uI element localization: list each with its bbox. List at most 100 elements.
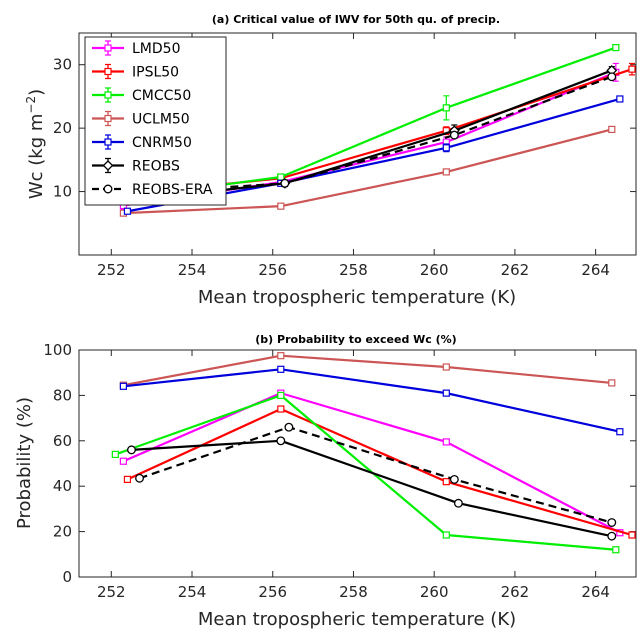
legend-marker-cmcc50 <box>104 91 112 99</box>
lmd50-point <box>119 457 127 465</box>
cnrm50-line <box>123 368 621 433</box>
uclm50-point <box>442 168 450 176</box>
panel-a-x-tick-label: 258 <box>339 261 368 279</box>
panel-b-x-tick-label: 258 <box>339 583 368 601</box>
reobs-era-point <box>284 422 294 432</box>
reobs-point <box>607 531 617 541</box>
reobs-point <box>127 445 136 455</box>
ipsl50-line <box>126 407 633 537</box>
legend-label-cnrm50: CNRM50 <box>132 135 192 151</box>
legend-entry-reobs-era: REOBS-ERA <box>92 182 213 198</box>
panel-b-y-tick-label: 20 <box>53 523 72 541</box>
legend: LMD50 IPSL50 CMCC50 UCLM50 CNRM50 REOBS REOBS-… <box>84 36 227 206</box>
legend-entry-ipsl50: IPSL50 <box>92 63 179 81</box>
panel-b-series-ipsl50 <box>123 405 636 539</box>
panel-b-title: (b) Probability to exceed Wc (%) <box>255 333 456 346</box>
legend-label-reobs: REOBS <box>132 159 180 175</box>
uclm50-point <box>277 352 285 360</box>
cmcc50-point <box>442 531 450 539</box>
panel-a-x-axis-label: Mean tropospheric temperature (K) <box>198 287 516 308</box>
cnrm50-point <box>442 144 450 152</box>
legend-marker-uclm50 <box>104 114 112 123</box>
panel-b-series-reobs <box>127 436 617 541</box>
cmcc50-point <box>277 173 285 181</box>
uclm50-point <box>608 379 616 387</box>
panel-a-x-tick-label: 256 <box>258 261 287 279</box>
panel-a-x-tick-label: 264 <box>581 261 610 279</box>
cnrm50-point <box>616 428 624 436</box>
legend-label-lmd50: LMD50 <box>132 41 180 57</box>
reobs-era-point <box>449 130 459 140</box>
legend-entry-cnrm50: CNRM50 <box>92 134 192 151</box>
reobs-era-point <box>280 178 290 188</box>
reobs-era-point <box>135 473 144 483</box>
panel-b-axes-box <box>78 349 637 578</box>
reobs-point <box>276 436 286 446</box>
panel-a-title: (a) Critical value of IWV for 50th qu. o… <box>212 13 500 26</box>
cmcc50-line <box>114 394 616 551</box>
ipsl50-point <box>277 405 285 413</box>
panel-b-x-tick-label: 264 <box>581 583 610 601</box>
panel-a: (a) Critical value of IWV for 50th qu. o… <box>24 13 637 308</box>
lmd50-point <box>442 438 450 446</box>
legend-entry-cmcc50: CMCC50 <box>92 87 191 104</box>
ipsl50-point <box>628 65 636 73</box>
reobs-era-point <box>607 518 617 527</box>
panel-a-axes-box <box>78 32 637 256</box>
panel-b-y-tick-label: 100 <box>43 341 72 359</box>
y-label-superscript: −2 <box>24 96 38 114</box>
panel-b-y-axis-label: Probability (%) <box>14 397 35 529</box>
cnrm50-point <box>442 389 450 397</box>
panel-b-x-tick-label: 252 <box>97 583 126 601</box>
legend-marker-ipsl50 <box>104 67 112 76</box>
ipsl50-point <box>442 478 450 486</box>
panel-b-x-tick-label: 254 <box>178 583 207 601</box>
cmcc50-point <box>277 391 285 399</box>
panel-b-y-tick-label: 80 <box>53 386 72 404</box>
legend-marker-lmd50 <box>104 44 112 52</box>
cnrm50-point <box>123 207 132 215</box>
reobs-era-line <box>139 426 613 524</box>
panel-b-x-tick-label: 260 <box>420 583 449 601</box>
legend-entry-lmd50: LMD50 <box>92 40 180 57</box>
panel-a-x-tick-label: 252 <box>97 261 126 279</box>
legend-entry-uclm50: UCLM50 <box>92 110 190 128</box>
panel-b-series-reobs-era <box>135 422 617 527</box>
panel-b-series-lmd50 <box>119 389 624 537</box>
legend-marker-reobs-era <box>103 184 113 194</box>
panel-a-x-tick-label: 260 <box>420 261 449 279</box>
panel-b-y-tick-label: 0 <box>62 568 72 586</box>
panel-b-x-axis-label: Mean tropospheric temperature (K) <box>198 609 516 630</box>
panel-b-y-tick-label: 60 <box>53 432 72 450</box>
panel-a-y-tick-label: 30 <box>53 56 72 74</box>
legend-marker-cnrm50 <box>104 138 112 146</box>
y-label-close: ) <box>26 89 47 96</box>
panel-a-y-ticks: 10 20 30 <box>53 56 636 201</box>
cmcc50-point <box>612 43 620 52</box>
reobs-line <box>131 439 613 538</box>
uclm50-point <box>442 363 450 371</box>
legend-label-cmcc50: CMCC50 <box>132 88 191 104</box>
cnrm50-point <box>277 365 285 373</box>
lmd50-line <box>122 392 621 534</box>
cnrm50-point <box>119 382 127 390</box>
panel-b-x-ticks: 252 254 256 258 260 262 264 <box>97 350 610 601</box>
panel-b-y-tick-label: 40 <box>53 477 72 495</box>
legend-label-uclm50: UCLM50 <box>132 112 190 128</box>
panel-a-x-tick-label: 262 <box>501 261 530 279</box>
ipsl50-point <box>628 531 636 539</box>
panel-a-x-tick-label: 254 <box>178 261 207 279</box>
cmcc50-point <box>111 450 119 459</box>
cmcc50-point <box>442 104 450 112</box>
panel-a-y-tick-label: 20 <box>53 119 72 137</box>
cmcc50-point <box>612 546 620 554</box>
y-label-main: Wc (kg m <box>26 114 47 200</box>
uclm50-point <box>608 125 616 134</box>
reobs-point <box>453 498 463 508</box>
uclm50-point <box>277 202 285 210</box>
legend-label-reobs-era: REOBS-ERA <box>132 182 213 198</box>
reobs-era-point <box>607 72 617 82</box>
uclm50-line <box>123 128 613 215</box>
reobs-era-point <box>449 474 459 484</box>
